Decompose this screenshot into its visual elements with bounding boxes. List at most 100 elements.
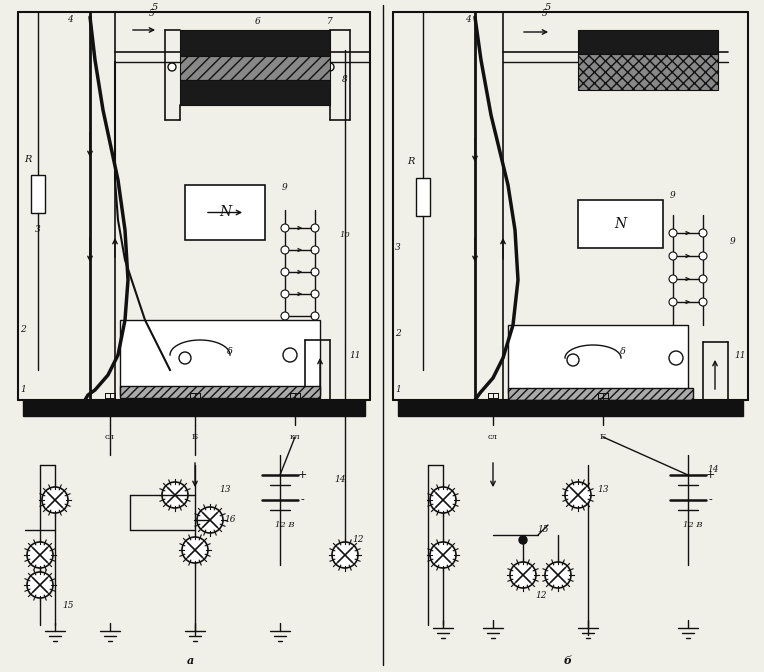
Text: 16: 16 — [225, 515, 236, 525]
Circle shape — [699, 275, 707, 283]
Text: 12 В: 12 В — [275, 521, 295, 529]
Text: 7: 7 — [327, 17, 333, 26]
Bar — [120, 386, 320, 398]
Circle shape — [162, 482, 188, 508]
Text: δ: δ — [227, 347, 233, 357]
Text: 14: 14 — [707, 466, 719, 474]
Text: 6: 6 — [255, 17, 261, 26]
Bar — [578, 30, 718, 54]
Circle shape — [197, 507, 223, 533]
Text: +: + — [705, 470, 714, 480]
Text: 3: 3 — [35, 226, 41, 235]
Bar — [416, 178, 430, 216]
Bar — [180, 56, 330, 80]
Text: 13: 13 — [219, 485, 231, 495]
Text: 11: 11 — [349, 351, 361, 360]
Bar — [190, 393, 200, 403]
Circle shape — [311, 290, 319, 298]
Text: 10: 10 — [340, 231, 351, 239]
Text: 5: 5 — [149, 9, 155, 19]
Circle shape — [281, 246, 289, 254]
Circle shape — [669, 351, 683, 365]
Text: 9: 9 — [730, 237, 736, 247]
Circle shape — [281, 224, 289, 232]
Text: 12: 12 — [536, 591, 547, 599]
Circle shape — [510, 562, 536, 588]
Text: сл: сл — [105, 433, 115, 441]
Text: 15: 15 — [62, 601, 74, 610]
Circle shape — [669, 252, 677, 260]
Circle shape — [565, 482, 591, 508]
Text: 12: 12 — [352, 536, 364, 544]
Circle shape — [311, 224, 319, 232]
Text: 9: 9 — [282, 183, 288, 192]
Circle shape — [283, 348, 297, 362]
Circle shape — [311, 312, 319, 320]
Circle shape — [179, 352, 191, 364]
Circle shape — [699, 252, 707, 260]
Text: 5: 5 — [152, 3, 158, 13]
Bar — [180, 30, 330, 56]
Circle shape — [669, 275, 677, 283]
Circle shape — [326, 63, 334, 71]
Bar — [598, 393, 608, 403]
Circle shape — [699, 229, 707, 237]
Circle shape — [699, 298, 707, 306]
Text: 12 В: 12 В — [683, 521, 703, 529]
Bar — [578, 200, 663, 248]
Circle shape — [281, 312, 289, 320]
Text: Б: Б — [600, 433, 606, 441]
Bar — [23, 400, 365, 416]
Text: a: a — [186, 655, 193, 665]
Circle shape — [519, 536, 527, 544]
Circle shape — [430, 542, 456, 568]
Text: R: R — [407, 157, 415, 167]
Text: кл: кл — [290, 433, 300, 441]
Text: 14: 14 — [335, 476, 346, 485]
Text: -: - — [300, 495, 304, 505]
Text: б: б — [564, 655, 572, 665]
Circle shape — [669, 229, 677, 237]
Circle shape — [27, 572, 53, 598]
Text: -: - — [708, 495, 712, 505]
Circle shape — [27, 542, 53, 568]
Circle shape — [182, 537, 208, 563]
Text: 3: 3 — [395, 243, 401, 253]
Text: 11: 11 — [734, 351, 746, 360]
Text: 9: 9 — [670, 190, 676, 200]
Bar — [105, 393, 115, 403]
Text: сл: сл — [488, 433, 498, 441]
Circle shape — [281, 268, 289, 276]
Text: 2: 2 — [20, 325, 26, 335]
Text: 1: 1 — [20, 386, 26, 394]
Bar — [508, 388, 693, 400]
Bar — [180, 80, 330, 105]
Text: 4: 4 — [67, 15, 73, 24]
Text: +: + — [297, 470, 306, 480]
Bar — [185, 185, 265, 240]
Text: 8: 8 — [342, 75, 348, 85]
Text: 4: 4 — [465, 15, 471, 24]
Text: δ: δ — [620, 347, 626, 357]
Circle shape — [669, 298, 677, 306]
Bar — [290, 393, 300, 403]
Circle shape — [545, 562, 571, 588]
Text: 13: 13 — [597, 485, 609, 495]
Text: Б: Б — [192, 433, 198, 441]
Circle shape — [567, 354, 579, 366]
Circle shape — [42, 487, 68, 513]
Circle shape — [332, 542, 358, 568]
Text: 2: 2 — [395, 329, 401, 337]
Text: 1: 1 — [395, 386, 401, 394]
Circle shape — [430, 487, 456, 513]
Circle shape — [281, 290, 289, 298]
Text: N: N — [219, 206, 231, 220]
Bar — [578, 54, 718, 90]
Text: 15: 15 — [537, 526, 549, 534]
Bar — [488, 393, 498, 403]
Bar — [31, 175, 45, 213]
Circle shape — [311, 246, 319, 254]
Bar — [508, 325, 688, 393]
Text: N: N — [614, 217, 626, 231]
Text: 5: 5 — [542, 9, 548, 19]
